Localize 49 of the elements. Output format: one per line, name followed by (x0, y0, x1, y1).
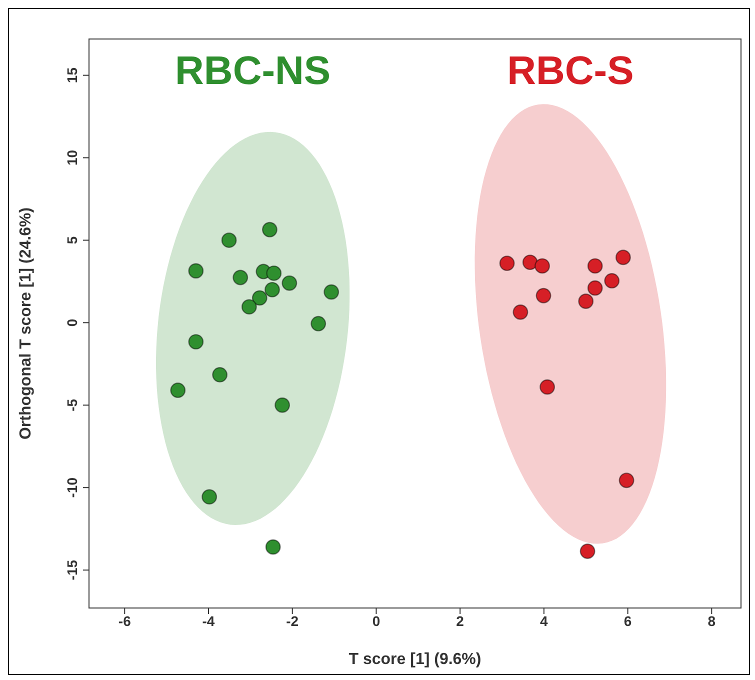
y-tick-label: -10 (64, 477, 80, 498)
point (212, 367, 228, 383)
point (282, 275, 298, 291)
y-tick-label: 0 (64, 318, 80, 327)
point (241, 299, 257, 315)
point (221, 232, 237, 248)
x-tick-label: 2 (456, 612, 464, 629)
point (534, 258, 550, 274)
x-axis-title: T score [1] (9.6%) (348, 651, 482, 668)
point (512, 304, 528, 320)
point (499, 256, 515, 272)
point (266, 265, 282, 281)
x-tick-label: 6 (624, 612, 632, 629)
point (202, 489, 218, 505)
point (252, 290, 268, 306)
y-tick-label: -5 (64, 398, 80, 412)
point (587, 258, 603, 274)
x-tick-label: 0 (372, 612, 380, 629)
y-tick-label: 15 (64, 67, 80, 84)
x-tick-label: -6 (118, 612, 132, 629)
point (578, 294, 594, 309)
y-tick-label: 10 (64, 150, 80, 166)
point (264, 282, 280, 298)
text: RBC-S (507, 49, 634, 94)
point (232, 270, 248, 286)
x-tick-label: -2 (286, 612, 299, 629)
text: RBC-NS (175, 49, 331, 94)
x-tick-label: 8 (708, 612, 716, 629)
point (615, 250, 631, 266)
point (274, 397, 290, 413)
point (188, 334, 204, 350)
y-tick-label: 5 (64, 236, 80, 244)
y-tick-label: -15 (64, 560, 80, 580)
y-axis-title: Orthogonal T score [1] (24.6%) (18, 207, 35, 440)
point (536, 288, 552, 304)
point (262, 222, 278, 238)
point (618, 472, 634, 488)
point (170, 382, 186, 398)
point (324, 284, 340, 300)
point (587, 280, 603, 296)
point (265, 539, 281, 555)
point (580, 544, 596, 559)
point (310, 316, 326, 332)
point (188, 263, 204, 279)
point (604, 273, 620, 289)
point (540, 379, 556, 395)
x-tick-label: 4 (540, 612, 548, 629)
x-tick-label: -4 (202, 612, 215, 629)
point (522, 254, 538, 270)
